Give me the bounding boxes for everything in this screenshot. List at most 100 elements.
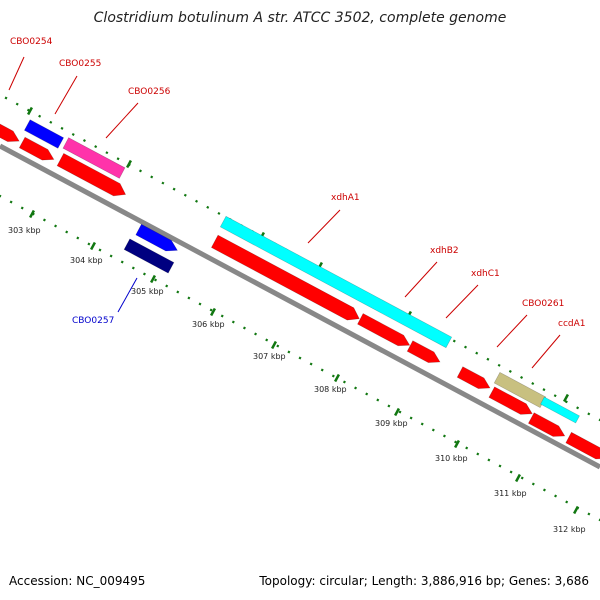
inner-tick-dot (342, 380, 346, 384)
inner-tick-dot (487, 458, 491, 462)
outer-tick-dot (15, 102, 19, 106)
cds-arrow (565, 431, 600, 460)
inner-tick-dot (542, 488, 546, 492)
inner-tick-dot (42, 218, 46, 222)
inner-tick-dot (354, 386, 358, 390)
inner-tick-dot (198, 302, 202, 306)
cds-arrow (488, 386, 533, 415)
major-tick (29, 209, 35, 219)
outer-tick-dot (598, 418, 600, 422)
inner-tick-dot (509, 470, 513, 474)
inner-tick-dot (165, 284, 169, 288)
accession-text: Accession: NC_009495 (9, 574, 146, 588)
major-tick (334, 373, 340, 383)
major-tick (210, 307, 216, 317)
inner-tick-dot (376, 398, 380, 402)
outer-tick-dot (4, 96, 8, 100)
gene-leader-line (105, 102, 139, 139)
inner-tick-dot (176, 290, 180, 294)
outer-tick-dot (464, 345, 467, 349)
inner-tick-dot (387, 404, 391, 408)
inner-tick-dot (365, 392, 369, 396)
inner-tick-dot (242, 326, 246, 330)
gene-feature-xdha1 (219, 215, 453, 349)
inner-tick-dot (209, 308, 213, 312)
inner-tick-dot (65, 230, 69, 234)
tick-label: 303 kbp (8, 226, 41, 235)
gene-feature-reverse (135, 223, 178, 252)
inner-tick-dot (554, 494, 558, 498)
gene-leader-line (496, 314, 528, 348)
gene-leader-line (117, 277, 138, 313)
major-tick (573, 505, 579, 515)
inner-tick-dot (409, 416, 413, 420)
cds-arrow (210, 234, 360, 321)
outer-tick-dot (195, 199, 199, 203)
gene-feature-ccda1 (540, 396, 580, 424)
inner-tick-dot (276, 344, 280, 348)
genome-backbone (0, 143, 600, 470)
gene-feature-cbo0257 (123, 238, 175, 274)
inner-tick-dot (154, 278, 158, 282)
outer-tick-dot (508, 369, 512, 373)
inner-tick-dot (54, 224, 58, 228)
tick-label: 310 kbp (435, 454, 468, 463)
outer-tick-dot (576, 406, 580, 410)
inner-tick-dot (9, 200, 13, 204)
gene-label: CBO0257 (72, 316, 114, 326)
major-tick (563, 393, 569, 403)
cds-arrow (18, 136, 55, 161)
outer-tick-dot (49, 120, 53, 124)
major-tick (394, 407, 400, 417)
cds-arrow (0, 123, 20, 142)
inner-tick-dot (120, 260, 124, 264)
gene-leader-line (404, 261, 438, 298)
gene-label: xdhB2 (430, 246, 459, 256)
inner-tick-dot (231, 320, 235, 324)
outer-tick-dot (587, 412, 591, 416)
outer-tick-dot (217, 211, 221, 215)
tick-label: 312 kbp (553, 525, 586, 534)
inner-tick-dot (454, 440, 458, 444)
gene-leader-line (307, 209, 341, 244)
inner-tick-dot (598, 518, 600, 522)
inner-tick-dot (320, 368, 324, 372)
inner-tick-dot (187, 296, 191, 300)
inner-tick-dot (76, 236, 80, 240)
inner-tick-dot (476, 452, 480, 456)
inner-tick-dot (520, 476, 524, 480)
cds-arrow (357, 313, 411, 347)
inner-tick-dot (531, 482, 535, 486)
outer-tick-dot (564, 400, 568, 404)
outer-tick-dot (542, 388, 546, 392)
major-tick (271, 340, 277, 350)
inner-tick-dot (265, 338, 269, 342)
inner-tick-dot (0, 194, 2, 198)
major-tick (27, 106, 33, 116)
tick-label: 304 kbp (70, 256, 103, 265)
outer-tick-dot (161, 181, 165, 185)
outer-tick-dot (497, 363, 501, 367)
outer-tick-dot (553, 394, 557, 398)
inner-tick-dot (87, 242, 91, 246)
inner-tick-dot (442, 434, 446, 438)
outer-tick-dot (71, 132, 75, 136)
gene-label: CBO0255 (59, 59, 101, 69)
cds-arrow (56, 152, 127, 197)
gene-label: CBO0261 (522, 299, 564, 309)
outer-tick-dot (82, 139, 86, 143)
tick-label: 311 kbp (494, 489, 527, 498)
outer-tick-dot (105, 151, 109, 155)
outer-tick-dot (520, 375, 524, 379)
cds-arrow (456, 366, 491, 389)
gene-label: ccdA1 (558, 319, 586, 329)
gene-leader-line (8, 56, 25, 91)
inner-tick-dot (420, 422, 424, 426)
cds-arrow (406, 340, 441, 363)
inner-tick-dot (20, 206, 24, 210)
gene-label: xdhC1 (471, 269, 500, 279)
gene-feature-cbo0255 (23, 119, 65, 149)
inner-tick-dot (465, 446, 469, 450)
genome-stats-text: Topology: circular; Length: 3,886,916 bp… (259, 574, 589, 588)
